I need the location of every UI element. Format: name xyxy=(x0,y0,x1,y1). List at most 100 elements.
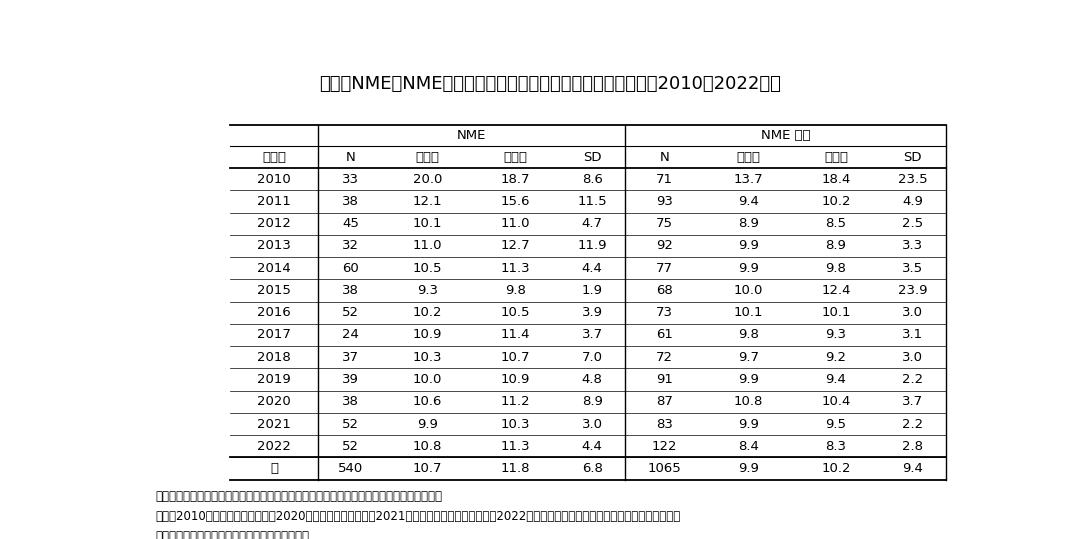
Text: 10.4: 10.4 xyxy=(822,395,851,408)
Text: 3.3: 3.3 xyxy=(902,239,924,252)
Text: 2016: 2016 xyxy=(257,306,291,319)
Text: 10.7: 10.7 xyxy=(500,351,531,364)
Text: 2012: 2012 xyxy=(257,217,291,230)
Text: 10.2: 10.2 xyxy=(822,195,851,208)
Text: 3.0: 3.0 xyxy=(902,306,924,319)
Text: 2011: 2011 xyxy=(257,195,291,208)
Text: 18.4: 18.4 xyxy=(822,172,851,185)
Text: 2019: 2019 xyxy=(257,373,291,386)
Text: NME 以外: NME 以外 xyxy=(760,129,810,142)
Text: 11.0: 11.0 xyxy=(500,217,531,230)
Text: 52: 52 xyxy=(343,418,359,431)
Text: 61: 61 xyxy=(656,328,673,342)
Text: 38: 38 xyxy=(343,395,359,408)
Text: 9.9: 9.9 xyxy=(738,262,758,275)
Text: 540: 540 xyxy=(338,462,363,475)
Text: 38: 38 xyxy=(343,195,359,208)
Text: 122: 122 xyxy=(652,440,678,453)
Text: 4.7: 4.7 xyxy=(582,217,603,230)
Text: 2015: 2015 xyxy=(257,284,291,297)
Text: 8.9: 8.9 xyxy=(582,395,603,408)
Text: N: N xyxy=(346,151,355,164)
Text: 2018: 2018 xyxy=(257,351,291,364)
Text: 2020: 2020 xyxy=(257,395,291,408)
Text: 23.5: 23.5 xyxy=(898,172,928,185)
Text: 91: 91 xyxy=(656,373,673,386)
Text: 1065: 1065 xyxy=(648,462,682,475)
Text: 18.7: 18.7 xyxy=(500,172,531,185)
Text: 3.9: 3.9 xyxy=(582,306,603,319)
Text: 2.2: 2.2 xyxy=(902,418,924,431)
Text: 9.3: 9.3 xyxy=(826,328,846,342)
Text: SD: SD xyxy=(583,151,601,164)
Text: 10.0: 10.0 xyxy=(412,373,442,386)
Text: 45: 45 xyxy=(343,217,359,230)
Text: 92: 92 xyxy=(656,239,673,252)
Text: 10.0: 10.0 xyxy=(734,284,763,297)
Text: N: N xyxy=(659,151,669,164)
Text: 10.1: 10.1 xyxy=(734,306,763,319)
Text: 23.9: 23.9 xyxy=(898,284,928,297)
Text: 3.1: 3.1 xyxy=(902,328,924,342)
Text: 表３　NMEとNME以外の審査期間（月数）の推移（承認年毎；2010～2022年）: 表３ NMEとNME以外の審査期間（月数）の推移（承認年毎；2010～2022年… xyxy=(319,75,782,93)
Text: 9.4: 9.4 xyxy=(826,373,846,386)
Text: 4.4: 4.4 xyxy=(582,262,603,275)
Text: と異なるため、承認品目数にのみ含めた。: と異なるため、承認品目数にのみ含めた。 xyxy=(155,530,309,539)
Text: 10.7: 10.7 xyxy=(412,462,442,475)
Text: 24: 24 xyxy=(343,328,359,342)
Text: 10.8: 10.8 xyxy=(734,395,763,408)
Text: 4.8: 4.8 xyxy=(582,373,603,386)
Text: 39: 39 xyxy=(343,373,359,386)
Text: 87: 87 xyxy=(656,395,673,408)
Text: 中央値: 中央値 xyxy=(736,151,760,164)
Text: NME: NME xyxy=(456,129,487,142)
Text: 32: 32 xyxy=(343,239,359,252)
Text: 2010: 2010 xyxy=(257,172,291,185)
Text: 1.9: 1.9 xyxy=(582,284,603,297)
Text: 12.7: 12.7 xyxy=(500,239,531,252)
Text: 11.0: 11.0 xyxy=(412,239,442,252)
Text: 3.0: 3.0 xyxy=(902,351,924,364)
Text: 10.2: 10.2 xyxy=(822,462,851,475)
Text: 平均値: 平均値 xyxy=(824,151,848,164)
Text: 11.3: 11.3 xyxy=(500,262,531,275)
Text: 33: 33 xyxy=(343,172,359,185)
Text: 11.8: 11.8 xyxy=(500,462,531,475)
Text: 68: 68 xyxy=(656,284,673,297)
Text: 9.7: 9.7 xyxy=(738,351,758,364)
Text: 9.3: 9.3 xyxy=(417,284,438,297)
Text: 2.8: 2.8 xyxy=(902,440,924,453)
Text: 10.2: 10.2 xyxy=(412,306,442,319)
Text: 11.9: 11.9 xyxy=(578,239,607,252)
Text: 10.6: 10.6 xyxy=(412,395,442,408)
Text: 10.1: 10.1 xyxy=(412,217,442,230)
Text: 8.4: 8.4 xyxy=(738,440,758,453)
Text: 38: 38 xyxy=(343,284,359,297)
Text: 2014: 2014 xyxy=(257,262,291,275)
Text: 2.2: 2.2 xyxy=(902,373,924,386)
Text: 注２：2010年の特例承認２品目、2020年の特例承認１品目、2021年の特例承認９品目、及び、2022年の特例／緊急承認８品目は通常の審査プロセス: 注２：2010年の特例承認２品目、2020年の特例承認１品目、2021年の特例承… xyxy=(155,510,680,523)
Text: 11.3: 11.3 xyxy=(500,440,531,453)
Text: 37: 37 xyxy=(343,351,359,364)
Text: 75: 75 xyxy=(656,217,673,230)
Text: 73: 73 xyxy=(656,306,673,319)
Text: 3.0: 3.0 xyxy=(582,418,603,431)
Text: 93: 93 xyxy=(656,195,673,208)
Text: 9.9: 9.9 xyxy=(417,418,438,431)
Text: 3.5: 3.5 xyxy=(902,262,924,275)
Text: 9.2: 9.2 xyxy=(826,351,846,364)
Text: 3.7: 3.7 xyxy=(582,328,603,342)
Text: 9.9: 9.9 xyxy=(738,373,758,386)
Text: 9.5: 9.5 xyxy=(826,418,846,431)
Text: 52: 52 xyxy=(343,440,359,453)
Text: 7.0: 7.0 xyxy=(582,351,603,364)
Text: 中央値: 中央値 xyxy=(416,151,439,164)
Text: 注１：データ再集計にともない、過去の公表データ中の数値が修正されている場合がある。: 注１：データ再集計にともない、過去の公表データ中の数値が修正されている場合がある… xyxy=(155,490,442,503)
Text: 10.3: 10.3 xyxy=(500,418,531,431)
Text: 72: 72 xyxy=(656,351,673,364)
Text: 承認年: 承認年 xyxy=(262,151,286,164)
Text: 2021: 2021 xyxy=(257,418,291,431)
Text: 9.9: 9.9 xyxy=(738,418,758,431)
Text: 10.5: 10.5 xyxy=(412,262,442,275)
Text: 計: 計 xyxy=(270,462,278,475)
